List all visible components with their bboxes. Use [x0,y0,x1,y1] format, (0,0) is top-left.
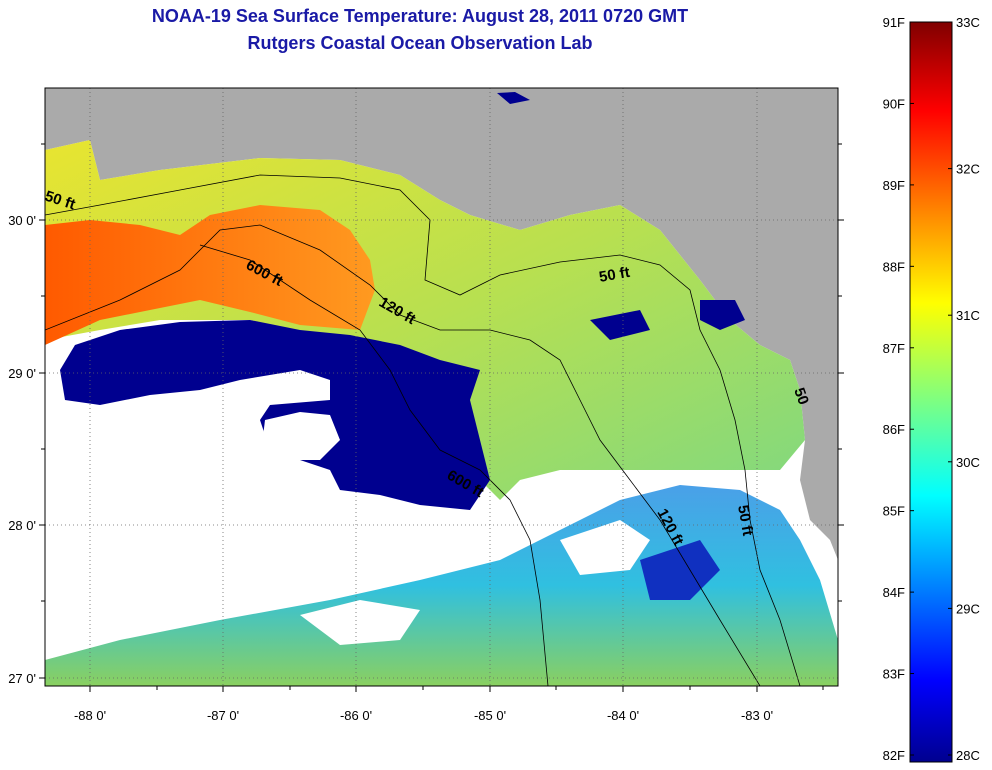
lon-tick-label: -84 0' [607,708,639,723]
axis-ticks [39,143,844,692]
cloud-patch [300,600,420,645]
lat-tick-label: 30 0' [8,213,36,228]
cold-water-region [60,320,490,510]
map-frame [44,87,839,687]
contour-label: 50 ft [734,504,756,537]
contour-50ft [45,174,801,686]
lat-tick-label: 28 0' [8,518,36,533]
lon-tick-label: -88 0' [74,708,106,723]
lon-tick-label: -87 0' [207,708,239,723]
cold-patch [700,300,745,330]
lat-tick-label: 29 0' [8,366,36,381]
lon-tick-label: -85 0' [474,708,506,723]
cold-patch [640,540,720,600]
lon-tick-label: -86 0' [340,708,372,723]
contour-label: 50 [790,386,812,407]
cloud-patch [262,412,340,460]
contour-600ft [199,244,549,686]
map-subtitle: Rutgers Coastal Ocean Observation Lab [247,33,593,53]
map-title: NOAA-19 Sea Surface Temperature: August … [151,6,689,26]
lon-tick-label: -83 0' [741,708,773,723]
cold-patch [590,310,650,340]
contour-120ft [45,224,761,686]
cloud-patch [560,520,650,575]
lat-tick-label: 27 0' [8,671,36,686]
contour-label: 50 ft [598,264,631,286]
island [497,92,530,104]
warm-water-region [45,205,375,345]
graticule [45,88,838,686]
